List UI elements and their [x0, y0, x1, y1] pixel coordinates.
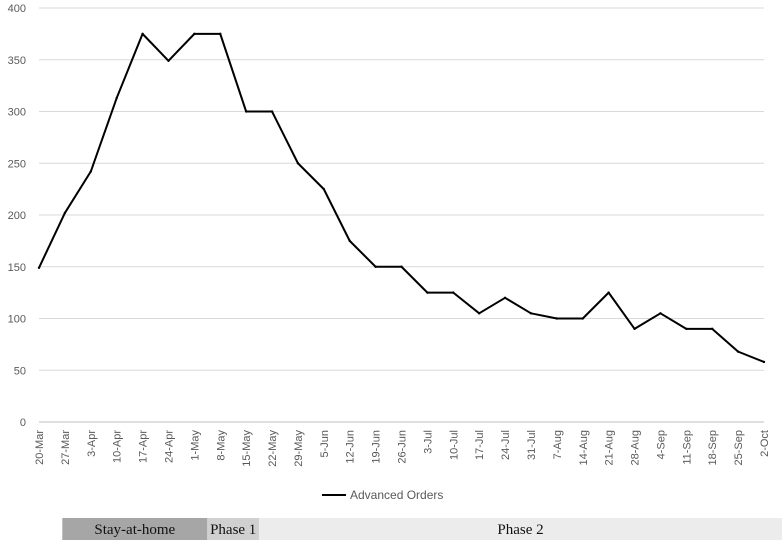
y-tick-label: 400 — [8, 3, 26, 15]
x-tick-label: 3-Apr — [86, 430, 98, 457]
series-group — [37, 32, 766, 364]
legend-label: Advanced Orders — [350, 488, 443, 502]
y-tick-label: 350 — [8, 55, 26, 67]
data-point — [529, 312, 533, 315]
phase-band — [259, 518, 782, 540]
y-tick-label: 0 — [20, 417, 26, 429]
x-tick-label: 22-May — [267, 430, 279, 467]
x-tick-label: 19-Jun — [371, 430, 383, 464]
y-tick-label: 250 — [8, 158, 26, 170]
data-point — [219, 32, 222, 36]
phase-band — [62, 518, 208, 540]
x-tick-label: 11-Sep — [681, 430, 693, 465]
x-tick-label: 4-Sep — [655, 430, 667, 459]
data-point — [141, 32, 144, 36]
y-tick-label: 150 — [8, 262, 26, 274]
data-point — [555, 317, 559, 320]
data-point — [607, 291, 610, 294]
data-point — [633, 327, 636, 331]
x-tick-label: 7-Aug — [552, 430, 564, 459]
data-point — [89, 170, 92, 173]
x-axis: 20-Mar 27-Mar 3-Apr 10-Apr 17-Apr 24-Apr 1-May… — [34, 430, 771, 467]
x-tick-label: 26-Jun — [397, 430, 409, 464]
x-tick-label: 17-Apr — [138, 430, 150, 463]
x-tick-label: 28-Aug — [630, 430, 642, 465]
x-tick-label: 15-May — [241, 430, 253, 467]
x-tick-label: 29-May — [293, 430, 305, 467]
x-tick-label: 25-Sep — [733, 430, 745, 465]
y-tick-label: 100 — [8, 314, 26, 326]
data-point — [167, 59, 170, 62]
x-tick-label: 12-Jun — [345, 430, 357, 464]
series-line-advanced-orders — [38, 32, 765, 363]
data-point — [659, 312, 662, 315]
data-point — [503, 296, 507, 299]
y-axis: 0 50 100 150 200 250 300 350 400 — [8, 3, 26, 429]
x-tick-label: 18-Sep — [707, 430, 719, 465]
data-point — [348, 239, 351, 243]
data-point — [244, 110, 248, 113]
x-tick-label: 10-Jul — [448, 430, 460, 460]
x-tick-label: 8-May — [215, 430, 227, 461]
x-tick-label: 10-Apr — [112, 430, 124, 463]
data-point — [736, 350, 740, 353]
data-point — [711, 327, 714, 331]
phase-label: Stay-at-home — [94, 522, 175, 538]
y-tick-label: 300 — [8, 107, 26, 119]
x-tick-label: 31-Jul — [526, 430, 538, 460]
data-point — [63, 211, 67, 215]
data-point — [762, 360, 766, 364]
y-tick-label: 50 — [14, 365, 26, 377]
gridlines — [39, 7, 764, 423]
data-point — [685, 327, 688, 331]
x-tick-label: 24-Apr — [163, 430, 175, 463]
phase-band — [207, 518, 260, 540]
data-point — [477, 312, 481, 315]
data-point — [400, 265, 403, 268]
data-point — [374, 265, 377, 268]
data-point — [452, 291, 455, 294]
x-tick-label: 14-Aug — [578, 430, 590, 465]
data-point — [193, 32, 196, 36]
data-point — [115, 96, 118, 100]
x-tick-label: 27-Mar — [60, 430, 72, 465]
x-tick-label: 3-Jul — [422, 430, 434, 454]
legend: Advanced Orders — [322, 488, 443, 502]
x-tick-label: 2-Oct — [759, 430, 771, 457]
x-tick-label: 5-Jun — [319, 430, 331, 458]
x-tick-label: 20-Mar — [34, 430, 46, 465]
phase-label: Phase 2 — [497, 522, 543, 538]
data-point — [37, 266, 41, 269]
data-point — [581, 317, 584, 320]
x-tick-label: 24-Jul — [500, 430, 512, 460]
x-tick-label: 21-Aug — [604, 430, 616, 465]
x-tick-label: 17-Jul — [474, 430, 486, 460]
data-point — [296, 162, 300, 165]
phase-bands: Stay-at-home Phase 1 Phase 2 — [62, 518, 782, 540]
data-point — [270, 110, 274, 113]
y-tick-label: 200 — [8, 210, 26, 222]
data-point — [322, 187, 326, 191]
phase-label: Phase 1 — [210, 522, 256, 538]
data-point — [426, 291, 429, 294]
x-tick-label: 1-May — [189, 430, 201, 461]
